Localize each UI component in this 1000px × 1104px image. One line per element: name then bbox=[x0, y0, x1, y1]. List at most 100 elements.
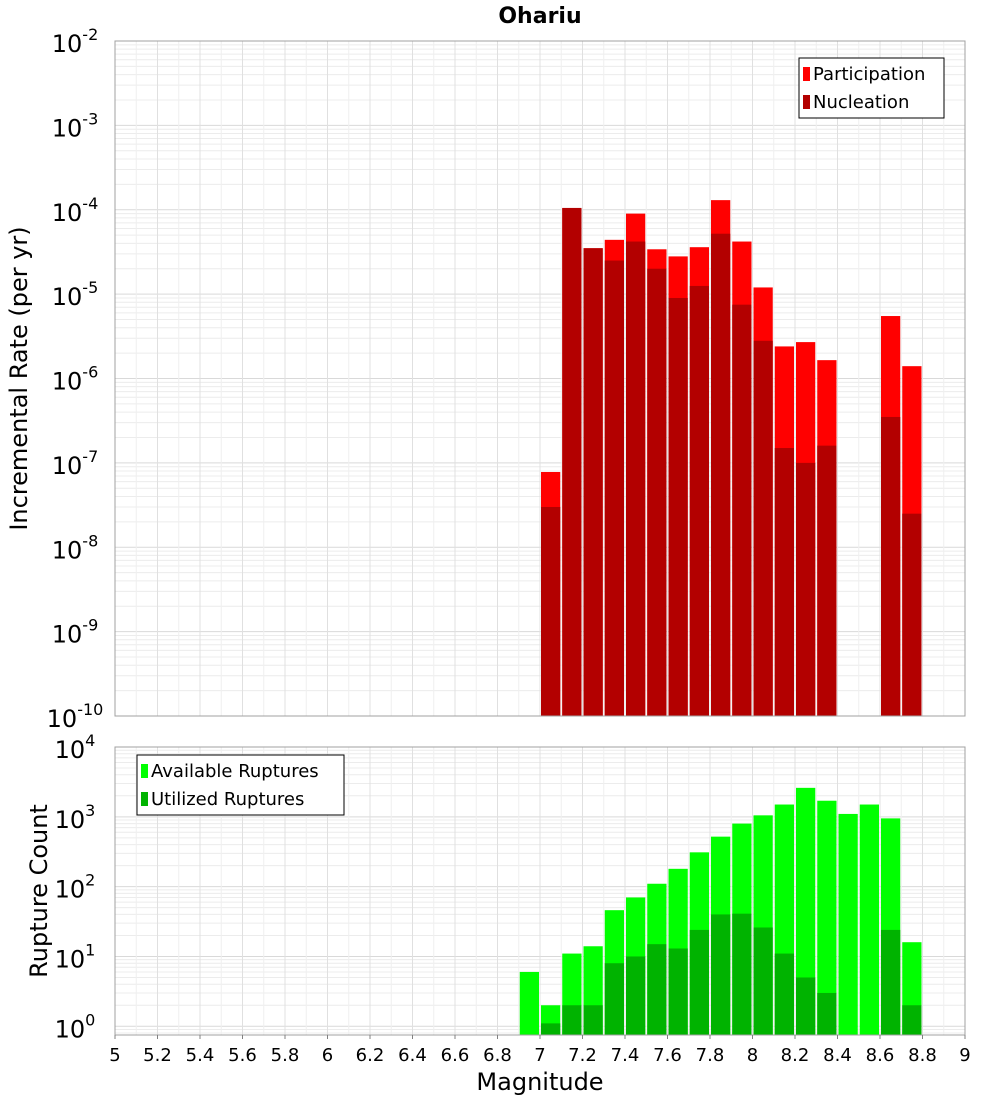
y-tick-exponent: 3 bbox=[85, 801, 95, 820]
y-tick-label: 10-3 bbox=[52, 109, 99, 142]
x-tick-label: 7.4 bbox=[611, 1045, 640, 1066]
bar bbox=[902, 1005, 922, 1035]
bar bbox=[604, 963, 624, 1035]
legend-box bbox=[798, 57, 945, 119]
legend-swatch bbox=[141, 792, 148, 806]
x-tick-label: 8.2 bbox=[781, 1045, 810, 1066]
legend: Participation Nucleation bbox=[798, 57, 945, 119]
y-tick-base: 10 bbox=[55, 806, 86, 834]
chart-panel-1: 10-1010-910-810-710-610-510-410-310-2Inc… bbox=[5, 25, 966, 733]
y-tick-exponent: -9 bbox=[82, 616, 98, 635]
x-tick-label: 6.2 bbox=[356, 1045, 385, 1066]
x-tick-label: 7.6 bbox=[653, 1045, 682, 1066]
bar bbox=[583, 1005, 603, 1035]
y-tick-base: 10 bbox=[55, 945, 86, 973]
y-tick-base: 10 bbox=[52, 368, 83, 396]
bar bbox=[541, 506, 561, 716]
x-tick-label: 5.2 bbox=[143, 1045, 172, 1066]
bar bbox=[732, 913, 752, 1035]
legend-box bbox=[136, 754, 345, 816]
x-tick-label: 6 bbox=[322, 1045, 333, 1066]
legend: Available Ruptures Utilized Ruptures bbox=[136, 754, 345, 816]
bar bbox=[562, 207, 582, 716]
legend-label: Participation bbox=[813, 64, 925, 85]
bar bbox=[753, 927, 773, 1035]
y-tick-label: 104 bbox=[55, 731, 96, 764]
y-tick-base: 10 bbox=[52, 30, 83, 58]
bar bbox=[774, 448, 794, 716]
bar bbox=[541, 1023, 561, 1035]
x-tick-labels: 5 5.2 5.4 5.6 5.8 6 6.2 6.4 6.6 6.8 7 7.2 7.4 7.6 7.8 8… bbox=[109, 1035, 971, 1066]
bar bbox=[817, 445, 837, 716]
bar bbox=[817, 800, 837, 1035]
y-tick-exponent: -2 bbox=[82, 25, 98, 44]
bar bbox=[689, 929, 709, 1035]
bar bbox=[838, 813, 858, 1035]
plot-frame bbox=[114, 40, 966, 717]
x-tick-label: 7 bbox=[534, 1045, 545, 1066]
bar bbox=[796, 462, 816, 716]
gridlines bbox=[114, 40, 966, 717]
bar bbox=[796, 977, 816, 1035]
bar bbox=[583, 248, 603, 717]
y-tick-exponent: -7 bbox=[82, 447, 98, 466]
x-tick-label: 7.8 bbox=[696, 1045, 725, 1066]
y-tick-label: 102 bbox=[55, 871, 96, 904]
x-tick-label: 8.4 bbox=[823, 1045, 852, 1066]
bar bbox=[689, 285, 709, 716]
x-tick-label: 7.2 bbox=[568, 1045, 597, 1066]
y-tick-exponent: 4 bbox=[85, 731, 95, 750]
legend-swatch bbox=[803, 95, 810, 109]
legend-label: Utilized Ruptures bbox=[151, 789, 304, 810]
series-utilized-ruptures bbox=[541, 913, 922, 1035]
y-tick-label: 10-2 bbox=[52, 25, 99, 58]
x-tick-label: 5.8 bbox=[271, 1045, 300, 1066]
bar bbox=[881, 929, 901, 1035]
x-axis-label: Magnitude bbox=[476, 1068, 603, 1096]
bar bbox=[817, 992, 837, 1035]
legend-label: Available Ruptures bbox=[151, 761, 319, 782]
y-tick-label: 10-9 bbox=[52, 616, 99, 649]
x-tick-label: 6.4 bbox=[398, 1045, 427, 1066]
y-tick-label: 10-10 bbox=[47, 700, 104, 733]
y-tick-base: 10 bbox=[52, 452, 83, 480]
legend-swatch bbox=[141, 764, 148, 778]
bar bbox=[562, 1005, 582, 1035]
y-tick-base: 10 bbox=[52, 199, 83, 227]
y-tick-exponent: 1 bbox=[85, 940, 95, 959]
x-tick-label: 8 bbox=[747, 1045, 758, 1066]
bar bbox=[647, 268, 667, 716]
y-tick-base: 10 bbox=[55, 876, 86, 904]
y-tick-exponent: -10 bbox=[77, 700, 103, 719]
bar bbox=[859, 804, 879, 1035]
x-tick-label: 5 bbox=[109, 1045, 120, 1066]
y-tick-label: 10-6 bbox=[52, 363, 99, 396]
x-tick-label: 6.8 bbox=[483, 1045, 512, 1066]
y-tick-label: 100 bbox=[55, 1010, 96, 1043]
y-tick-exponent: -6 bbox=[82, 363, 98, 382]
bar bbox=[626, 241, 646, 717]
bar bbox=[902, 513, 922, 716]
y-tick-base: 10 bbox=[52, 283, 83, 311]
legend-swatch bbox=[803, 67, 810, 81]
y-tick-label: 103 bbox=[55, 801, 96, 834]
bar bbox=[732, 304, 752, 716]
y-tick-base: 10 bbox=[55, 736, 86, 764]
y-axis-label: Rupture Count bbox=[25, 804, 53, 978]
y-tick-exponent: -5 bbox=[82, 278, 98, 297]
legend-label: Nucleation bbox=[813, 92, 909, 113]
y-tick-label: 10-5 bbox=[52, 278, 99, 311]
bar bbox=[519, 971, 539, 1035]
x-tick-label: 8.8 bbox=[908, 1045, 937, 1066]
bar bbox=[711, 914, 731, 1035]
bar bbox=[881, 416, 901, 716]
y-tick-base: 10 bbox=[52, 536, 83, 564]
bar bbox=[647, 944, 667, 1035]
series-nucleation bbox=[541, 207, 922, 717]
chart-title: Ohariu bbox=[498, 4, 581, 29]
y-axis-label: Incremental Rate (per yr) bbox=[5, 226, 33, 530]
